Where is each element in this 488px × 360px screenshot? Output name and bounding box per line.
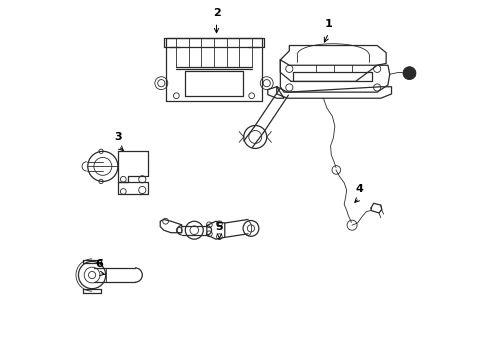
Circle shape [402, 67, 415, 80]
Text: 5: 5 [215, 222, 223, 231]
Text: 1: 1 [324, 19, 332, 29]
Text: 2: 2 [212, 8, 220, 18]
Text: 6: 6 [95, 259, 103, 269]
Text: 4: 4 [355, 184, 363, 194]
Text: 3: 3 [114, 132, 122, 142]
